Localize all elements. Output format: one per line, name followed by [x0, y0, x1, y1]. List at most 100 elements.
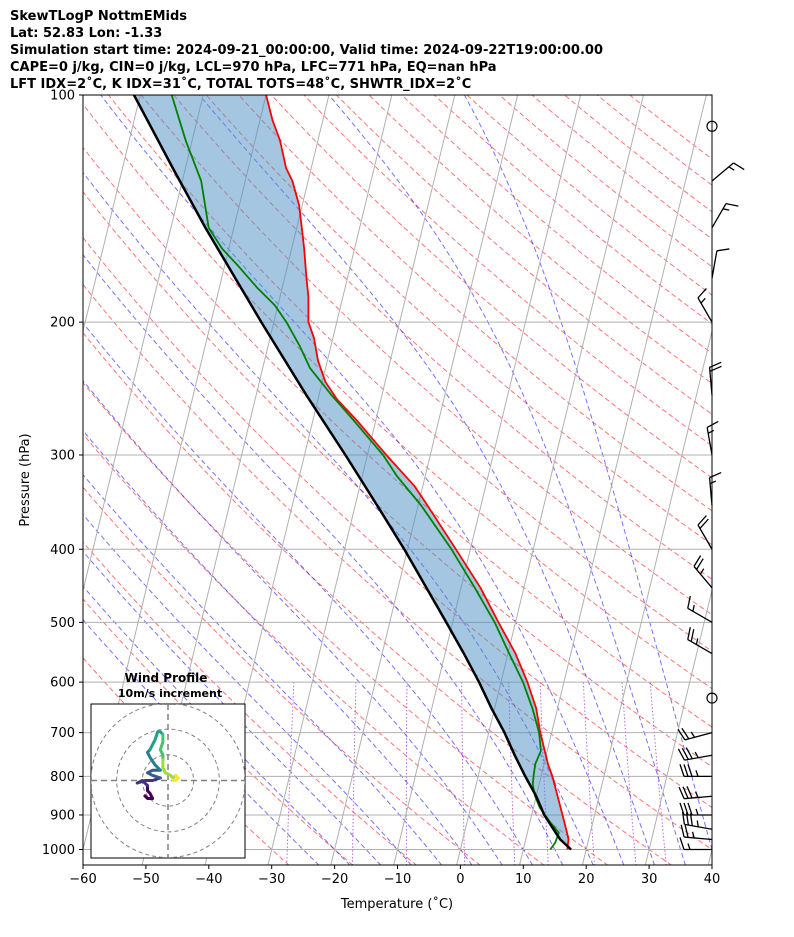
moist-adiabat-line: [83, 322, 533, 865]
x-tick-label: −50: [132, 872, 159, 887]
mixing-ratio-lines: [286, 682, 667, 865]
wind-barb: [679, 802, 712, 816]
isotherm-line: [456, 95, 644, 865]
moist-adiabat-line: [83, 473, 443, 865]
y-axis-label: Pressure (hPa): [18, 433, 33, 526]
y-tick-label: 600: [50, 676, 75, 691]
cape-line: CAPE=0 j/kg, CIN=0 j/kg, LCL=970 hPa, LF…: [10, 60, 497, 75]
dry-adiabat-line: [83, 598, 354, 865]
wind-barb: [679, 837, 712, 851]
isotherm-line: [83, 95, 204, 593]
time-line: Simulation start time: 2024-09-21_00:00:…: [10, 43, 603, 58]
wind-barb: [711, 162, 745, 182]
dry-adiabat-line: [271, 95, 712, 479]
x-tick-label: 40: [704, 872, 721, 887]
wind-barb: [711, 202, 739, 229]
hodograph-trace: [158, 732, 165, 762]
dry-adiabat-line: [303, 95, 712, 447]
x-tick-label: −40: [195, 872, 222, 887]
moist-adiabat-line: [83, 379, 503, 865]
index-line: LFT IDX=2˚C, K IDX=31˚C, TOTAL TOTS=48˚C…: [10, 77, 472, 92]
dry-adiabat-line: [83, 283, 712, 851]
wind-barb: [706, 420, 719, 456]
hodograph-trace: [148, 730, 165, 752]
hodograph-inset: Wind Profile 10m/s increment: [90, 671, 246, 859]
mixing-ratio-line: [461, 682, 466, 865]
parcel-trace: [132, 95, 572, 851]
location-line: Lat: 52.83 Lon: -1.33: [10, 26, 163, 41]
dry-adiabat-line: [83, 382, 609, 865]
dry-adiabat-line: [368, 95, 712, 385]
moist-adiabat-line: [83, 585, 351, 865]
cape-fill-area: [134, 95, 572, 850]
x-axis-label: Temperature (˚C): [340, 896, 453, 912]
isotherm-line: [707, 847, 712, 865]
pressure-gridlines: [83, 95, 712, 850]
wind-barbs: [677, 120, 745, 851]
hodograph-trace: [146, 748, 162, 772]
hodograph-trace: [161, 758, 178, 780]
wind-barb: [708, 471, 722, 506]
moist-adiabat-line: [83, 171, 594, 865]
chart-title: SkewTLogP NottmEMids: [10, 9, 188, 24]
wind-barb: [697, 287, 713, 323]
dry-adiabat-line: [336, 95, 712, 415]
y-tick-label: 900: [50, 808, 75, 823]
moist-adiabats: [83, 95, 712, 865]
wind-barb: [677, 747, 713, 761]
moist-adiabat-line: [463, 95, 712, 852]
hodograph-trace: [143, 784, 155, 800]
hodograph-subtitle: 10m/s increment: [118, 687, 222, 700]
y-tick-label: 300: [50, 448, 75, 463]
y-tick-label: 400: [50, 543, 75, 558]
dry-adiabats: [83, 95, 712, 865]
profile-traces: [132, 95, 572, 851]
x-tick-label: −60: [69, 872, 96, 887]
y-tick-label: 700: [50, 726, 75, 741]
moist-adiabat-line: [83, 550, 382, 865]
temperature-trace: [265, 95, 570, 850]
x-tick-label: 0: [456, 872, 464, 887]
wind-barb: [687, 595, 713, 623]
hodograph-trace: [171, 773, 180, 782]
y-axis: 1000 900 800 700 600 500 400 300 200 100: [42, 89, 83, 858]
x-tick-label: 10: [515, 872, 532, 887]
wind-barb: [678, 786, 713, 800]
cape-shading: [134, 95, 572, 850]
wind-barb: [693, 555, 713, 589]
dry-adiabat-line: [140, 95, 712, 616]
moist-adiabat-line: [198, 95, 656, 865]
dry-adiabat-line: [173, 95, 712, 580]
wind-barb: [680, 824, 713, 841]
dry-adiabat-line: [83, 332, 673, 865]
isotherm-line: [644, 588, 712, 865]
dry-adiabat-line: [108, 95, 712, 652]
x-tick-label: −20: [321, 872, 348, 887]
isotherm-line: [519, 95, 707, 865]
isotherm-line: [393, 95, 582, 865]
x-tick-label: 30: [641, 872, 658, 887]
moist-adiabat-line: [83, 619, 320, 865]
isotherm-line: [330, 95, 519, 865]
x-tick-label: 20: [578, 872, 595, 887]
moist-adiabat-line: [328, 95, 686, 865]
moist-adiabat-line: [83, 513, 412, 865]
y-tick-label: 500: [50, 616, 75, 631]
x-tick-label: −10: [384, 872, 411, 887]
moist-adiabat-line: [83, 429, 473, 865]
mixing-ratio-line: [351, 682, 357, 865]
wind-barb: [677, 727, 713, 741]
mixing-ratio-line: [539, 682, 549, 865]
moist-adiabat-line: [83, 253, 564, 865]
wind-barb: [697, 515, 713, 550]
mixing-ratio-line: [621, 682, 637, 865]
hodograph-title: Wind Profile: [125, 671, 208, 685]
mixing-ratio-line: [405, 682, 408, 865]
mixing-ratio-line: [286, 682, 295, 865]
isotherm-line: [0, 95, 77, 865]
wind-barb: [679, 764, 712, 778]
y-tick-label: 100: [50, 89, 75, 104]
y-tick-label: 800: [50, 770, 75, 785]
chart-header: SkewTLogP NottmEMids Lat: 52.83 Lon: -1.…: [10, 8, 790, 93]
